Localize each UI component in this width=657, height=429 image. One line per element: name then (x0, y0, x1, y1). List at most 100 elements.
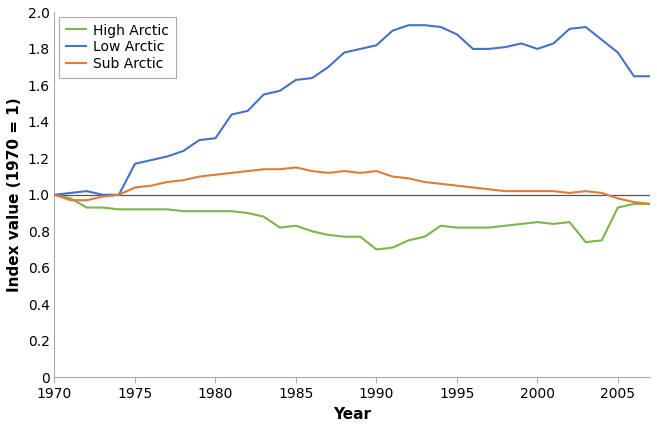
Low Arctic (115, 192, 123, 197)
High Arctic (179, 208, 187, 214)
Sub Arctic (147, 183, 155, 188)
Low Arctic (373, 43, 380, 48)
Low Arctic (630, 74, 638, 79)
Sub Arctic (66, 198, 74, 203)
High Arctic (147, 207, 155, 212)
Sub Arctic (420, 179, 428, 184)
Sub Arctic (324, 170, 332, 175)
Sub Arctic (630, 199, 638, 205)
High Arctic (99, 205, 106, 210)
High Arctic (51, 192, 58, 197)
Sub Arctic (131, 185, 139, 190)
Sub Arctic (453, 183, 461, 188)
High Arctic (308, 229, 316, 234)
Low Arctic (646, 74, 654, 79)
High Arctic (453, 225, 461, 230)
Sub Arctic (646, 201, 654, 206)
Low Arctic (260, 92, 267, 97)
Sub Arctic (308, 169, 316, 174)
Sub Arctic (292, 165, 300, 170)
Low Arctic (308, 76, 316, 81)
High Arctic (292, 223, 300, 228)
Sub Arctic (227, 170, 235, 175)
Sub Arctic (99, 194, 106, 199)
Line: High Arctic: High Arctic (55, 195, 650, 249)
Sub Arctic (276, 166, 284, 172)
High Arctic (469, 225, 477, 230)
High Arctic (388, 245, 396, 250)
Sub Arctic (581, 188, 589, 193)
Low Arctic (83, 188, 91, 193)
Low Arctic (420, 23, 428, 28)
High Arctic (533, 220, 541, 225)
Low Arctic (324, 65, 332, 70)
Low Arctic (388, 28, 396, 33)
Low Arctic (179, 148, 187, 154)
High Arctic (405, 238, 413, 243)
High Arctic (614, 205, 622, 210)
Low Arctic (99, 192, 106, 197)
High Arctic (212, 208, 219, 214)
Low Arctic (195, 137, 203, 142)
Low Arctic (163, 154, 171, 159)
High Arctic (340, 234, 348, 239)
High Arctic (115, 207, 123, 212)
Sub Arctic (388, 174, 396, 179)
High Arctic (260, 214, 267, 219)
Sub Arctic (614, 196, 622, 201)
High Arctic (373, 247, 380, 252)
High Arctic (549, 221, 557, 227)
Sub Arctic (517, 188, 525, 193)
Low Arctic (147, 157, 155, 163)
High Arctic (485, 225, 493, 230)
High Arctic (437, 223, 445, 228)
Low Arctic (469, 46, 477, 51)
Sub Arctic (533, 188, 541, 193)
Low Arctic (549, 41, 557, 46)
High Arctic (501, 223, 509, 228)
Low Arctic (453, 32, 461, 37)
Sub Arctic (549, 188, 557, 193)
Line: Sub Arctic: Sub Arctic (55, 167, 650, 204)
Low Arctic (485, 46, 493, 51)
Low Arctic (614, 50, 622, 55)
Low Arctic (356, 46, 364, 51)
High Arctic (517, 221, 525, 227)
Sub Arctic (566, 190, 574, 196)
Low Arctic (581, 24, 589, 30)
Sub Arctic (83, 198, 91, 203)
X-axis label: Year: Year (333, 407, 371, 422)
High Arctic (324, 232, 332, 237)
High Arctic (244, 210, 252, 215)
Low Arctic (212, 136, 219, 141)
Low Arctic (131, 161, 139, 166)
High Arctic (131, 207, 139, 212)
High Arctic (66, 196, 74, 201)
Sub Arctic (485, 187, 493, 192)
Y-axis label: Index value (1970 = 1): Index value (1970 = 1) (7, 97, 22, 292)
Sub Arctic (260, 166, 267, 172)
Low Arctic (517, 41, 525, 46)
High Arctic (420, 234, 428, 239)
Low Arctic (533, 46, 541, 51)
Low Arctic (501, 45, 509, 50)
Sub Arctic (212, 172, 219, 177)
Low Arctic (276, 88, 284, 94)
Low Arctic (340, 50, 348, 55)
Sub Arctic (340, 169, 348, 174)
Low Arctic (566, 26, 574, 31)
Sub Arctic (373, 169, 380, 174)
Low Arctic (598, 37, 606, 42)
High Arctic (356, 234, 364, 239)
Legend: High Arctic, Low Arctic, Sub Arctic: High Arctic, Low Arctic, Sub Arctic (58, 17, 176, 78)
Sub Arctic (437, 181, 445, 186)
Sub Arctic (356, 170, 364, 175)
Low Arctic (51, 192, 58, 197)
Low Arctic (66, 190, 74, 196)
Sub Arctic (115, 192, 123, 197)
Low Arctic (227, 112, 235, 117)
High Arctic (83, 205, 91, 210)
Sub Arctic (244, 169, 252, 174)
Sub Arctic (163, 179, 171, 184)
High Arctic (195, 208, 203, 214)
